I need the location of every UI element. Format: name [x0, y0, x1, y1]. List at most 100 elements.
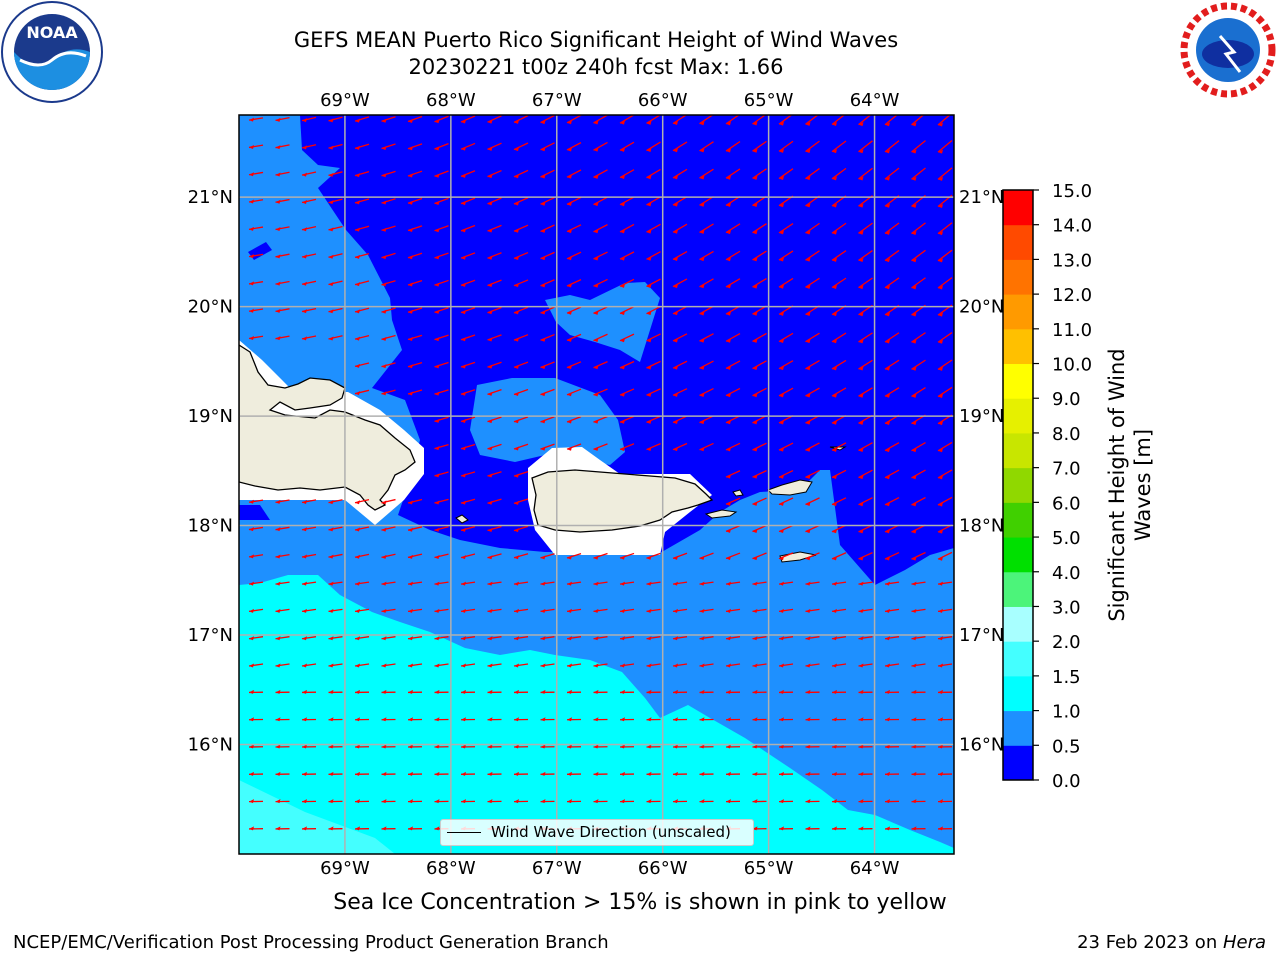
wave-direction-arrowhead [699, 689, 705, 694]
wave-direction-arrowhead [408, 744, 413, 749]
wave-direction-arrowhead [673, 717, 678, 722]
wave-direction-arrowhead [673, 420, 678, 425]
wave-direction-arrowhead [620, 581, 625, 586]
wave-direction-arrowhead [832, 717, 837, 722]
wave-direction-arrowhead [593, 283, 599, 288]
wave-direction-arrowhead [540, 364, 546, 369]
wave-direction-arrow [672, 223, 688, 233]
wave-direction-arrowhead [805, 502, 811, 507]
wave-direction-arrowhead [726, 148, 731, 153]
wave-direction-arrowhead [434, 337, 440, 342]
wave-direction-arrow [672, 333, 688, 342]
wave-direction-arrowhead [514, 473, 519, 478]
wave-direction-arrowhead [752, 284, 758, 289]
wave-direction-arrowhead [620, 229, 625, 234]
wave-direction-arrowhead [885, 826, 890, 831]
lon-tick-label-top: 68°W [426, 90, 476, 111]
legend-label: Wind Wave Direction (unscaled) [491, 823, 731, 841]
wave-direction-arrow [831, 140, 847, 153]
wave-direction-arrowhead [275, 336, 281, 341]
lat-tick-label-left: 18°N [188, 516, 233, 537]
wave-direction-arrowhead [381, 799, 387, 804]
wave-direction-arrowhead [461, 636, 466, 641]
wave-direction-arrowhead [328, 227, 334, 232]
wave-direction-arrowhead [328, 500, 334, 505]
wave-direction-arrowhead [938, 448, 943, 453]
colorbar-tick-label: 5.0 [1052, 528, 1081, 549]
wave-direction-arrowhead [514, 446, 519, 451]
wave-direction-arrowhead [646, 689, 652, 694]
wave-direction-arrowhead [540, 283, 546, 288]
wave-direction-arrowhead [752, 148, 758, 153]
wave-direction-arrowhead [302, 118, 307, 123]
wave-direction-arrow [725, 115, 740, 125]
wave-direction-arrowhead [699, 420, 705, 425]
nws-logo [1180, 2, 1276, 98]
wave-direction-arrowhead [646, 365, 652, 370]
wave-direction-arrow [911, 332, 926, 343]
wave-direction-arrowhead [938, 636, 943, 641]
wave-direction-arrow [884, 277, 900, 289]
wave-direction-arrowhead [885, 448, 890, 453]
wave-direction-arrowhead [858, 556, 864, 561]
wave-direction-arrowhead [514, 500, 519, 505]
wave-direction-arrowhead [779, 663, 784, 668]
wave-direction-arrowhead [832, 581, 837, 586]
wave-direction-arrowhead [752, 501, 758, 506]
wave-direction-arrowhead [726, 338, 731, 343]
wave-direction-arrowhead [699, 636, 705, 641]
wave-direction-arrow [699, 168, 714, 179]
wave-direction-arrowhead [593, 581, 599, 586]
wave-direction-arrowhead [487, 391, 493, 396]
wave-direction-arrowhead [779, 420, 784, 425]
wave-direction-arrowhead [752, 528, 758, 533]
wave-direction-arrowhead [646, 311, 652, 316]
wave-direction-arrowhead [593, 256, 599, 261]
wave-direction-arrowhead [434, 527, 440, 532]
wave-direction-arrowhead [938, 339, 943, 344]
wave-direction-arrowhead [832, 502, 837, 507]
wave-direction-arrowhead [646, 636, 652, 641]
wave-direction-arrowhead [461, 799, 466, 804]
wave-direction-arrowhead [381, 826, 387, 831]
wave-direction-arrowhead [567, 689, 572, 694]
wave-direction-arrowhead [408, 581, 413, 586]
wave-direction-arrowhead [832, 420, 837, 425]
wave-direction-arrowhead [779, 311, 784, 316]
wave-direction-arrowhead [832, 149, 837, 154]
wave-direction-arrow [805, 222, 820, 234]
wave-direction-arrowhead [620, 256, 625, 261]
wave-direction-arrowhead [302, 172, 307, 177]
wave-direction-arrowhead [779, 529, 784, 534]
wave-direction-arrowhead [514, 717, 519, 722]
wave-direction-arrow [699, 141, 714, 152]
wave-direction-arrowhead [699, 447, 705, 452]
wave-direction-arrowhead [832, 393, 837, 398]
wave-direction-arrowhead [328, 336, 334, 341]
wave-direction-arrowhead [487, 201, 493, 206]
wave-direction-arrow [619, 251, 635, 260]
wave-direction-arrowhead [487, 581, 493, 586]
wave-direction-arrowhead [249, 281, 254, 286]
wave-direction-arrow [725, 141, 741, 152]
wave-direction-arrowhead [832, 608, 837, 613]
wave-direction-arrowhead [779, 771, 784, 776]
wave-direction-arrow [937, 167, 953, 180]
wave-direction-arrowhead [593, 799, 599, 804]
wave-direction-arrowhead [487, 799, 493, 804]
wave-direction-arrow [884, 469, 900, 479]
colorbar-tick-label: 10.0 [1052, 355, 1092, 376]
wave-direction-arrowhead [779, 799, 784, 804]
wave-direction-arrowhead [938, 421, 943, 426]
wave-direction-arrowhead [302, 254, 307, 259]
wave-direction-arrowhead [938, 608, 943, 613]
wave-direction-arrowhead [540, 663, 546, 668]
wave-direction-arrowhead [461, 255, 466, 260]
wave-direction-arrowhead [328, 527, 334, 532]
wave-direction-arrow [805, 250, 820, 261]
wave-direction-arrowhead [408, 228, 413, 233]
wave-direction-arrow [937, 359, 953, 370]
wave-direction-arrowhead [805, 393, 811, 398]
wave-direction-arrowhead [885, 636, 890, 641]
wave-direction-arrowhead [487, 500, 493, 505]
